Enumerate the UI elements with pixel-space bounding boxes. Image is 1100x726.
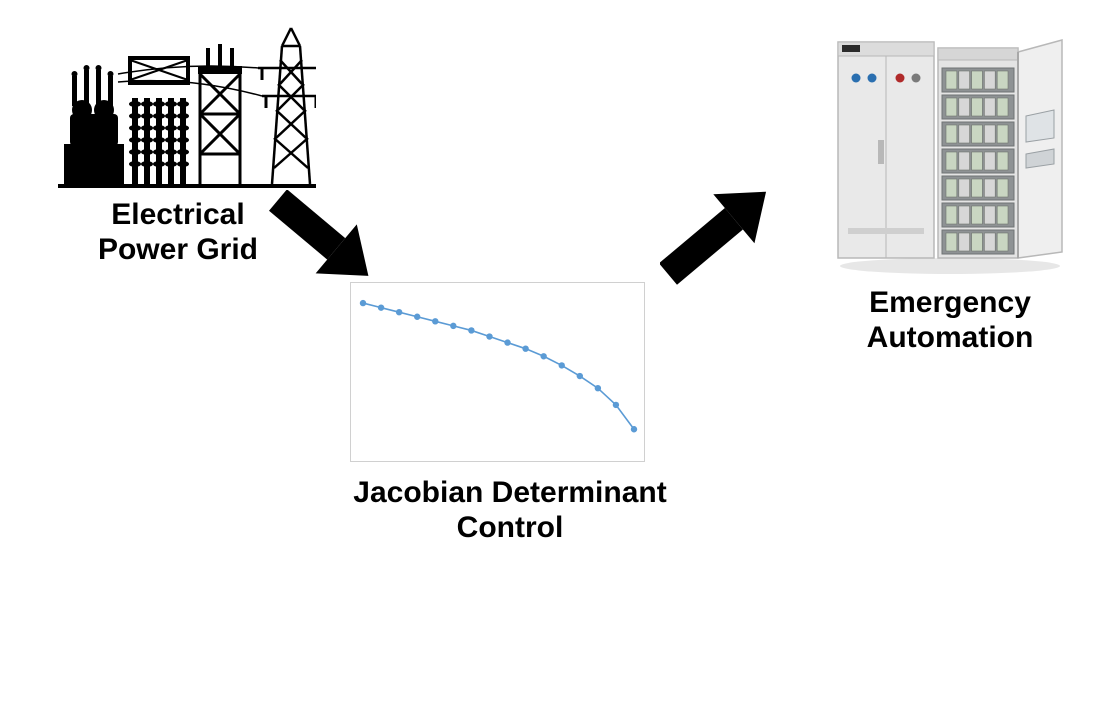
power-grid-label-line1: Electrical xyxy=(111,198,244,231)
jacobian-label-line2: Control xyxy=(457,511,564,544)
substation-silhouette xyxy=(58,18,316,190)
jacobian-label-line1: Jacobian Determinant xyxy=(353,476,666,509)
cabinet-illustration xyxy=(826,28,1074,276)
automation-label-block: Emergency Automation xyxy=(810,286,1090,355)
arrow-jacobian-to-automation xyxy=(660,170,790,290)
jacobian-chart-frame xyxy=(350,282,645,462)
jacobian-label-block: Jacobian Determinant Control xyxy=(310,476,710,545)
power-grid-label-line2: Power Grid xyxy=(98,233,258,266)
automation-cabinet-image xyxy=(826,28,1074,276)
power-grid-image xyxy=(58,18,316,190)
automation-label-line2: Automation xyxy=(867,321,1034,354)
automation-label-line1: Emergency xyxy=(869,286,1031,319)
jacobian-chart xyxy=(351,283,646,463)
